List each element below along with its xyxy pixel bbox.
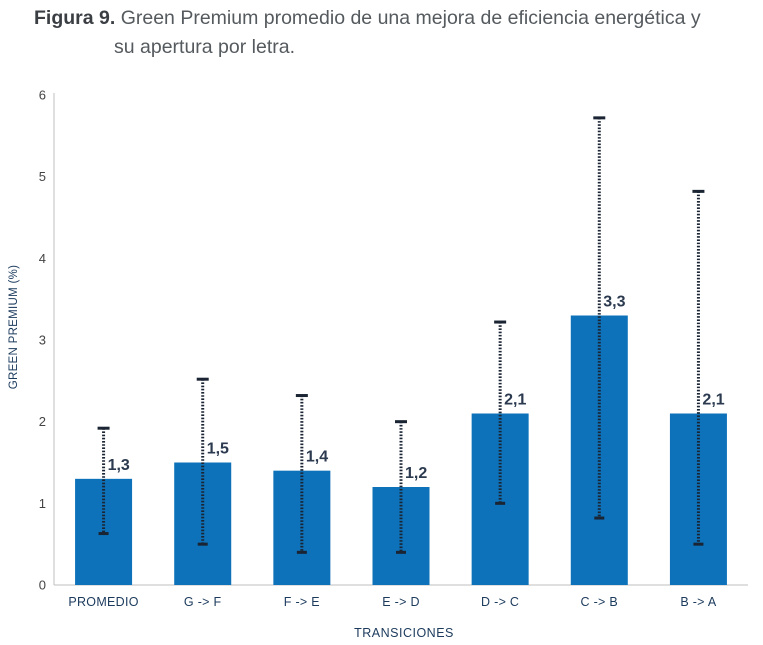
bar [372, 487, 430, 585]
data-label: 1,2 [405, 465, 427, 482]
y-tick-label: 4 [39, 251, 46, 266]
data-label: 1,3 [108, 457, 130, 474]
data-label: 3,3 [603, 294, 625, 311]
x-axis-title: TRANSICIONES [354, 626, 454, 640]
y-tick-label: 1 [39, 496, 46, 511]
y-tick-label: 5 [39, 169, 46, 184]
x-tick-label: F -> E [284, 595, 320, 609]
data-label: 2,1 [504, 392, 526, 409]
y-tick-label: 0 [39, 578, 46, 593]
bar [570, 315, 628, 585]
figure-label: Figura 9. [34, 7, 116, 29]
x-tick-label: C -> B [580, 595, 618, 609]
x-tick-label: D -> C [481, 595, 519, 609]
figure-title-line2: su apertura por letra. [114, 36, 296, 58]
y-axis-title: GREEN PREMIUM (%) [8, 265, 20, 390]
x-tick-label: E -> D [382, 595, 420, 609]
data-label: 1,4 [306, 449, 328, 466]
x-tick-label: B -> A [680, 595, 717, 609]
y-tick-label: 3 [39, 333, 46, 348]
y-tick-label: 6 [39, 88, 46, 103]
y-tick-label: 2 [39, 414, 46, 429]
x-tick-label: G -> F [184, 595, 222, 609]
x-tick-label: PROMEDIO [68, 595, 138, 609]
figure-title-line1: Green Premium promedio de una mejora de … [120, 7, 701, 29]
data-label: 1,5 [207, 441, 229, 458]
figure-caption: Figura 9. Green Premium promedio de una … [34, 4, 754, 62]
data-label: 2,1 [702, 392, 724, 409]
